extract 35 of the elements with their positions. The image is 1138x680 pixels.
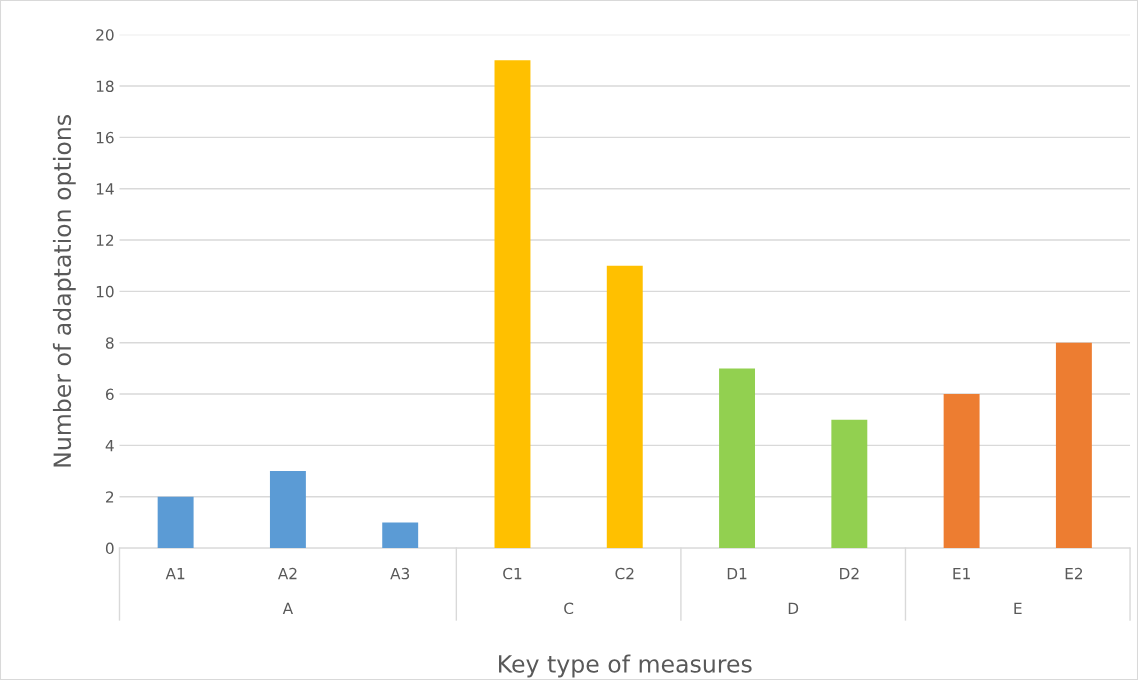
bar: [1055, 342, 1092, 549]
text: A: [282, 602, 294, 614]
x-tick-label: A3: [390, 567, 410, 580]
y-tick-label: 14: [96, 183, 114, 195]
text: E: [1014, 602, 1022, 614]
y-tick-label: 0: [105, 542, 114, 555]
x-tick-label: C1: [503, 567, 522, 580]
y-tick-label: 2: [106, 491, 114, 503]
y-tick-label: 16: [96, 131, 114, 144]
x-tick-label: E2: [1065, 567, 1083, 580]
bar: [269, 471, 306, 549]
y-tick-label: 20: [96, 29, 114, 41]
bar: [943, 394, 980, 549]
x-axis-title: Key type of measures: [499, 654, 752, 678]
bar: [719, 368, 756, 549]
y-tick-label: 10: [96, 285, 114, 298]
bar: [831, 419, 868, 549]
x-tick-label: A1: [165, 567, 185, 580]
bar: [494, 60, 531, 549]
x-tick-label: C2: [615, 567, 634, 580]
bar: [382, 522, 419, 549]
y-tick-label: 8: [105, 337, 114, 349]
x-tick-label: D2: [840, 567, 859, 580]
y-tick-label: 12: [96, 234, 114, 246]
x-tick-label: A2: [277, 567, 297, 580]
x-tick-label: D1: [727, 567, 747, 580]
y-tick-label: 18: [96, 80, 114, 93]
y-tick-label: 4: [105, 440, 114, 452]
y-tick-label: 6: [105, 388, 114, 401]
bar: [606, 265, 643, 549]
x-tick-label: E1: [953, 567, 970, 580]
y-axis-title: Number of adaptation options: [52, 115, 76, 467]
text: D: [788, 602, 799, 614]
text: C: [564, 602, 574, 615]
bar: [157, 496, 194, 549]
